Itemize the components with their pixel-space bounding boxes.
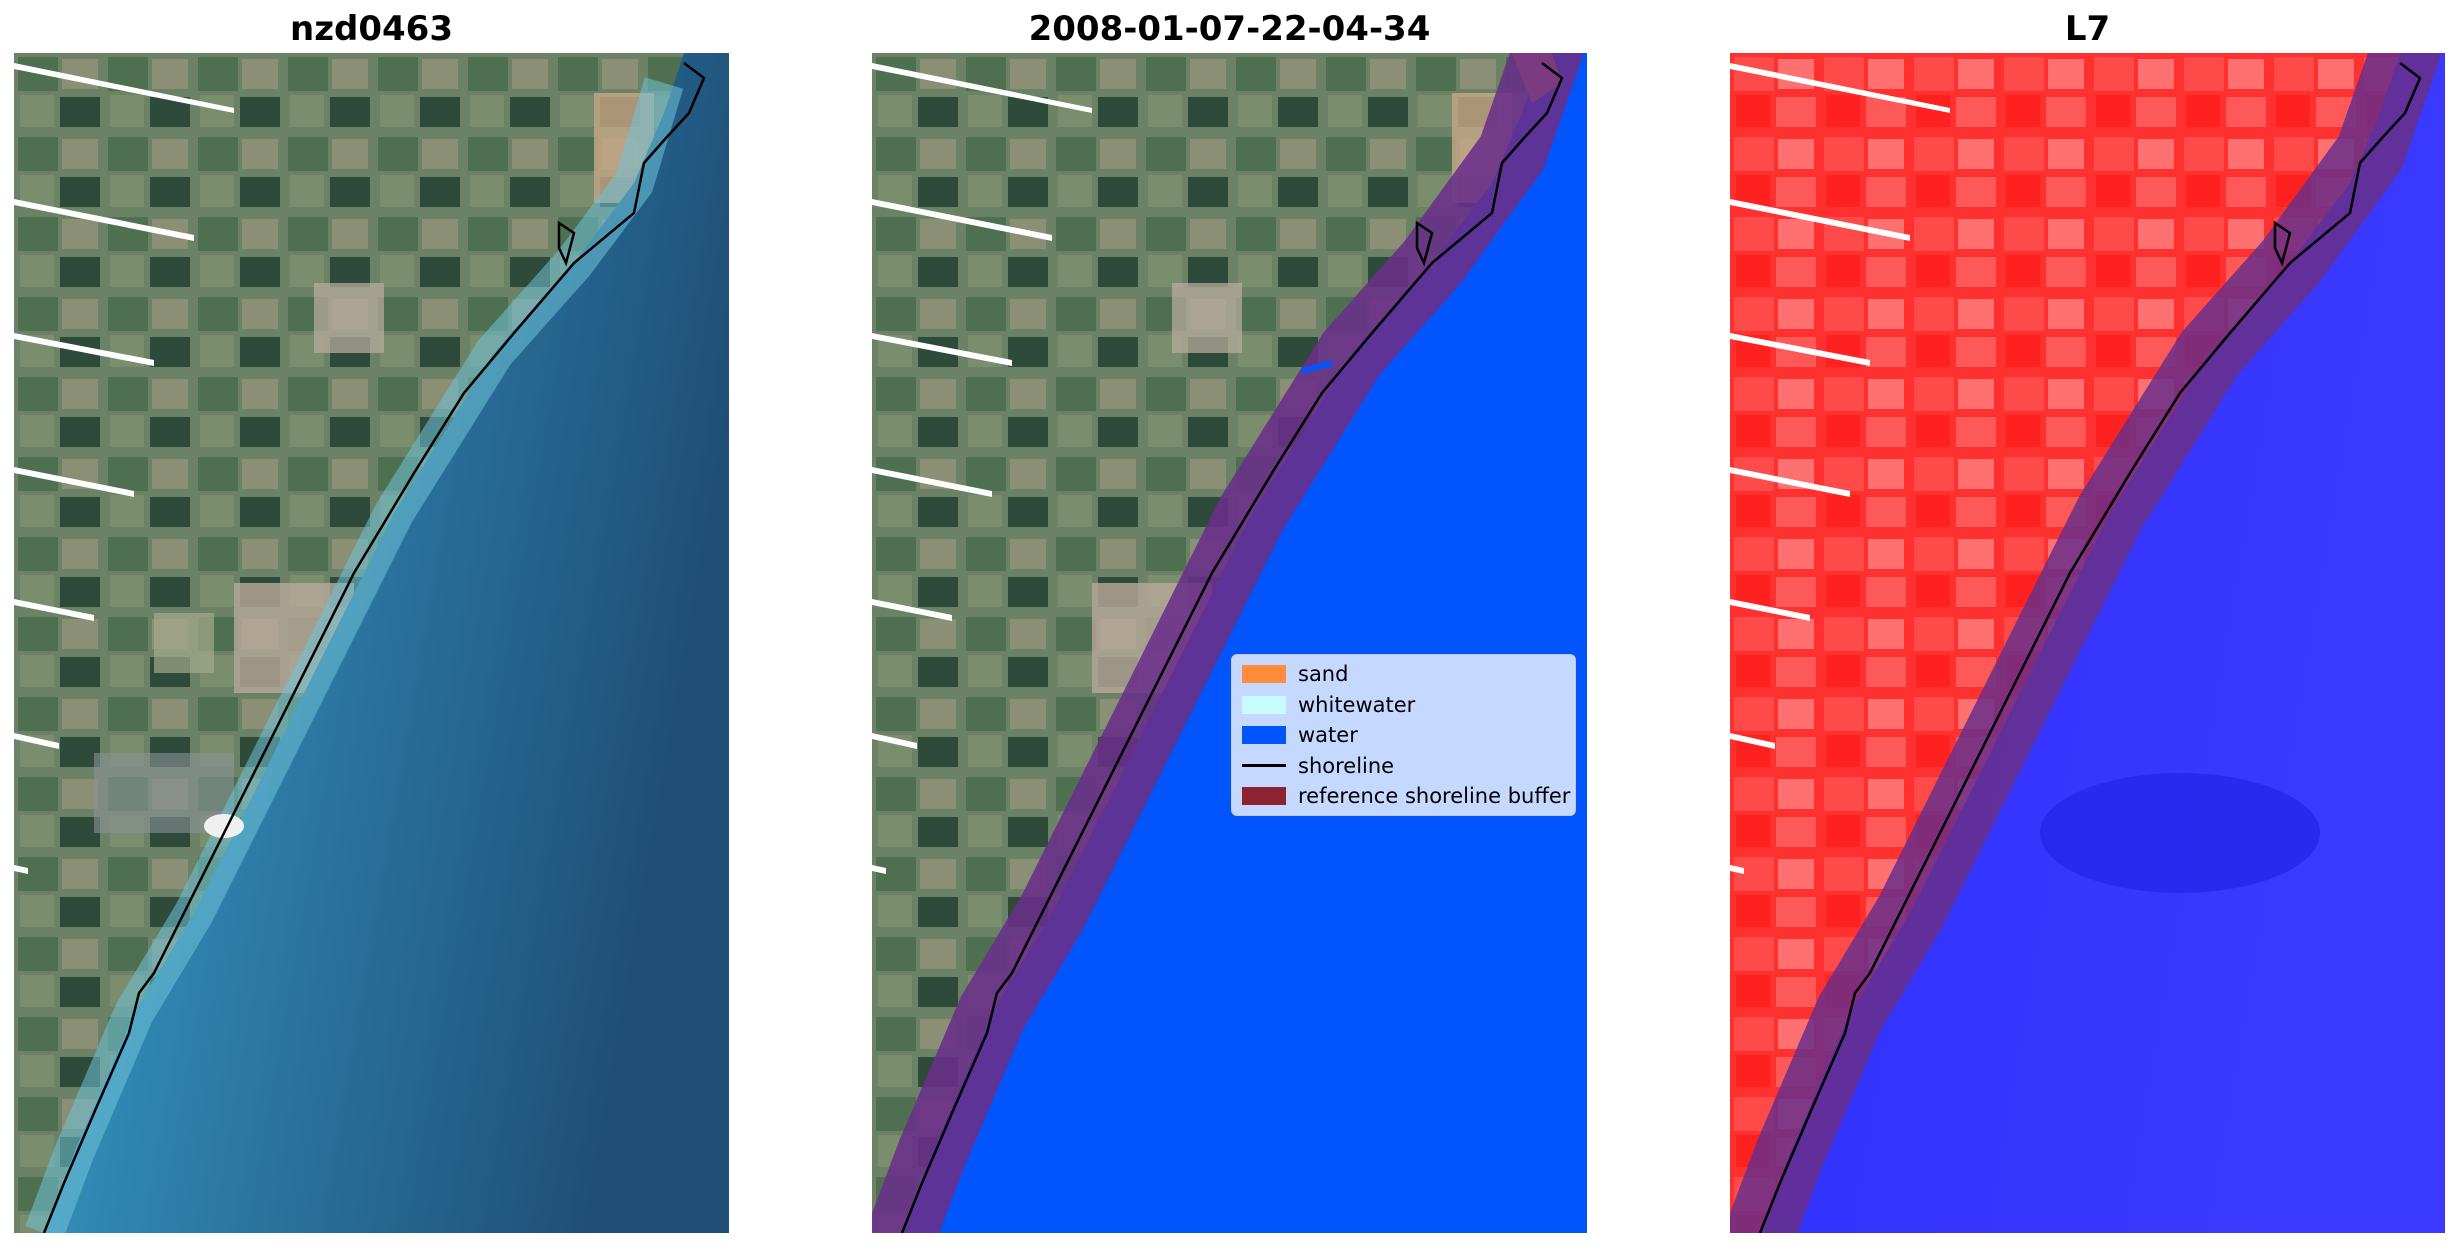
whitewater-swatch (1242, 695, 1286, 714)
shoreline-line-swatch (1242, 764, 1286, 768)
legend-item-shoreline: shoreline (1232, 751, 1575, 782)
legend: sand whitewater water shoreline referenc… (1231, 654, 1576, 816)
legend-label: shoreline (1298, 753, 1395, 778)
legend-label: reference shoreline buffer (1298, 784, 1571, 809)
legend-item-whitewater: whitewater (1232, 690, 1575, 721)
legend-item-sand: sand (1232, 659, 1575, 690)
rgb-satellite-image (14, 53, 729, 1233)
classification-image (872, 53, 1587, 1233)
legend-item-water: water (1232, 720, 1575, 751)
buffer-swatch (1242, 787, 1286, 806)
panel-title-classification: 2008-01-07-22-04-34 (1028, 9, 1431, 49)
sand-swatch (1242, 665, 1286, 684)
legend-label: whitewater (1298, 692, 1416, 717)
panel-title-rgb: nzd0463 (290, 9, 453, 49)
l7-false-color-image (1730, 53, 2445, 1233)
legend-label: water (1298, 723, 1358, 748)
water-swatch (1242, 726, 1286, 745)
legend-item-buffer: reference shoreline buffer (1232, 781, 1575, 812)
legend-label: sand (1298, 662, 1349, 687)
panel-title-sensor: L7 (2064, 9, 2111, 49)
